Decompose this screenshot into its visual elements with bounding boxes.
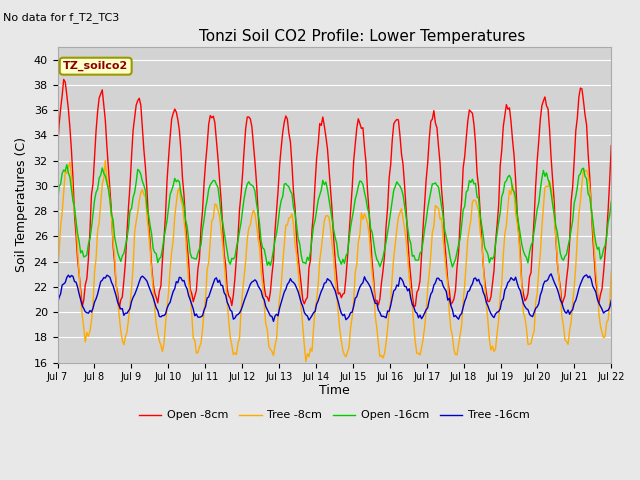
Y-axis label: Soil Temperatures (C): Soil Temperatures (C) xyxy=(15,137,28,272)
Open -8cm xyxy=(222,263,230,268)
Text: No data for f_T2_TC3: No data for f_T2_TC3 xyxy=(3,12,120,23)
Tree -8cm xyxy=(102,158,109,164)
Open -16cm xyxy=(607,199,615,204)
Tree -16cm xyxy=(246,281,254,287)
Line: Tree -8cm: Tree -8cm xyxy=(58,161,611,361)
Line: Open -8cm: Open -8cm xyxy=(58,79,611,309)
Tree -8cm xyxy=(302,359,310,364)
Line: Tree -16cm: Tree -16cm xyxy=(58,274,611,322)
Open -8cm xyxy=(250,141,257,146)
Open -16cm xyxy=(123,236,131,241)
Open -16cm xyxy=(63,162,70,168)
Tree -8cm xyxy=(248,213,256,218)
Tree -16cm xyxy=(54,300,61,306)
Tree -8cm xyxy=(220,258,228,264)
Tree -16cm xyxy=(219,283,227,288)
Title: Tonzi Soil CO2 Profile: Lower Temperatures: Tonzi Soil CO2 Profile: Lower Temperatur… xyxy=(199,29,525,44)
Open -16cm xyxy=(580,165,588,171)
Open -8cm xyxy=(607,143,615,149)
Open -8cm xyxy=(240,146,248,152)
Open -16cm xyxy=(298,252,305,258)
Open -16cm xyxy=(248,182,256,188)
Open -8cm xyxy=(115,306,123,312)
Tree -16cm xyxy=(580,274,588,280)
Open -8cm xyxy=(54,148,61,154)
Open -8cm xyxy=(299,297,307,303)
Open -16cm xyxy=(449,264,456,270)
Open -16cm xyxy=(220,229,228,235)
Tree -8cm xyxy=(54,270,61,276)
Tree -8cm xyxy=(123,329,131,335)
Line: Open -16cm: Open -16cm xyxy=(58,165,611,267)
X-axis label: Time: Time xyxy=(319,384,350,396)
Tree -16cm xyxy=(122,310,129,316)
Tree -8cm xyxy=(607,269,615,275)
Open -16cm xyxy=(54,201,61,207)
Tree -8cm xyxy=(580,167,588,172)
Open -16cm xyxy=(239,207,246,213)
Tree -16cm xyxy=(298,300,305,306)
Legend: Open -8cm, Tree -8cm, Open -16cm, Tree -16cm: Open -8cm, Tree -8cm, Open -16cm, Tree -… xyxy=(134,406,534,425)
Tree -8cm xyxy=(239,288,246,294)
Open -8cm xyxy=(125,204,132,210)
Tree -8cm xyxy=(298,306,305,312)
Tree -16cm xyxy=(269,319,277,324)
Tree -16cm xyxy=(607,298,615,303)
Text: TZ_soilco2: TZ_soilco2 xyxy=(63,61,128,72)
Open -8cm xyxy=(580,98,588,104)
Tree -16cm xyxy=(237,307,245,313)
Open -8cm xyxy=(60,76,68,82)
Tree -16cm xyxy=(547,271,555,277)
